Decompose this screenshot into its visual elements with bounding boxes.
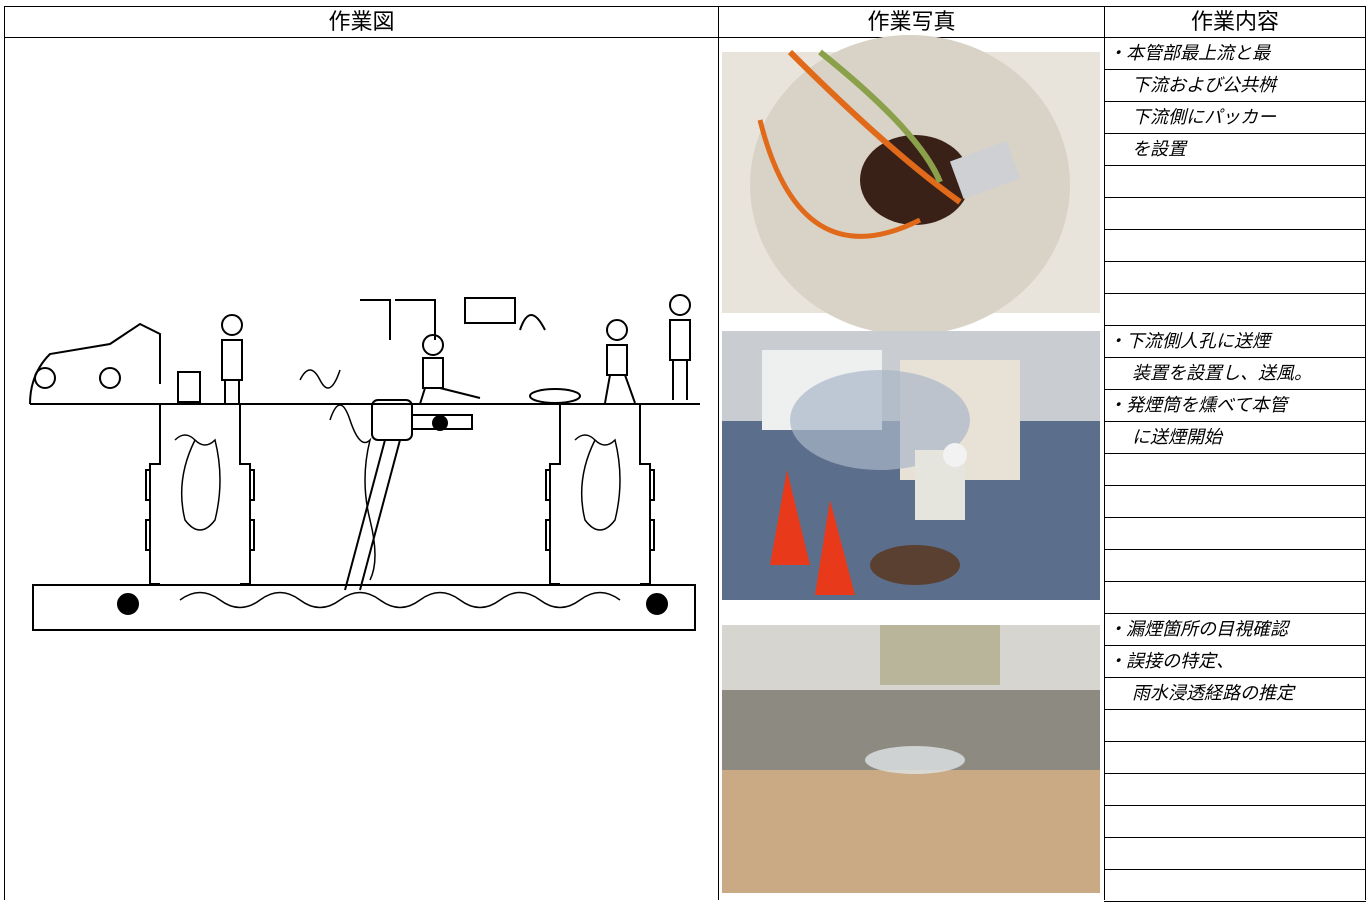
text-column: [1104, 37, 1366, 900]
empty-row: [1104, 486, 1366, 518]
packer: [949, 140, 1021, 200]
work-diagram: [29, 294, 700, 631]
smoke: [865, 746, 965, 774]
hose: [818, 49, 943, 184]
task-line: ・漏煙箇所の目視確認: [1104, 614, 1366, 646]
empty-row: [1104, 806, 1366, 838]
task-line: ・誤接の特定、: [1104, 646, 1366, 678]
cone: [770, 470, 810, 565]
header-cell: 作業内容: [1104, 6, 1366, 38]
empty-row: [1104, 774, 1366, 806]
task-line: 下流側にパッカー: [1104, 102, 1366, 134]
empty-row: [1104, 838, 1366, 870]
empty-row: [1104, 550, 1366, 582]
empty-row: [1104, 262, 1366, 294]
empty-row: [1104, 166, 1366, 198]
empty-row: [1104, 518, 1366, 550]
smoke: [790, 370, 970, 470]
task-line: 雨水浸透経路の推定: [1104, 678, 1366, 710]
photo-3: [722, 625, 1100, 893]
task-line: 下流および公共桝: [1104, 70, 1366, 102]
task-line: ・下流側人孔に送煙: [1104, 326, 1366, 358]
task-line: に送煙開始: [1104, 422, 1366, 454]
manhole: [870, 545, 960, 585]
worker: [880, 625, 1000, 685]
task-line: 装置を設置し、送風。: [1104, 358, 1366, 390]
photo-2: [722, 331, 1100, 600]
empty-row: [1104, 230, 1366, 262]
empty-row: [1104, 294, 1366, 326]
cone: [815, 500, 855, 595]
empty-row: [1104, 870, 1366, 902]
photo-1: [722, 35, 1100, 335]
helmet: [943, 443, 967, 467]
empty-row: [1104, 742, 1366, 774]
task-line: ・本管部最上流と最: [1104, 38, 1366, 70]
empty-row: [1104, 198, 1366, 230]
task-line: ・発煙筒を燻べて本管: [1104, 390, 1366, 422]
empty-row: [1104, 710, 1366, 742]
hose: [757, 119, 922, 239]
manhole-hole: [860, 135, 970, 225]
hose: [787, 49, 962, 205]
task-line: を設置: [1104, 134, 1366, 166]
empty-row: [1104, 454, 1366, 486]
empty-row: [1104, 582, 1366, 614]
